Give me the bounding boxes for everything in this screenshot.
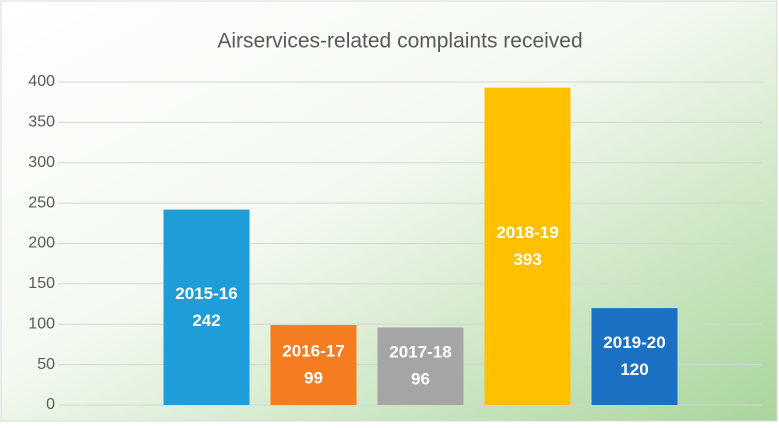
- bar: [163, 209, 250, 405]
- y-tick-label: 50: [37, 356, 55, 373]
- y-tick-label: 100: [28, 315, 55, 332]
- bar-value-label: 96: [411, 370, 430, 389]
- bar-category-label: 2017-18: [389, 343, 451, 362]
- y-tick-label: 250: [28, 194, 55, 211]
- bar-category-label: 2015-16: [175, 284, 237, 303]
- bar: [377, 327, 464, 405]
- y-tick-label: 200: [28, 235, 55, 252]
- y-tick-label: 150: [28, 275, 55, 292]
- bar-category-label: 2018-19: [496, 223, 558, 242]
- y-tick-label: 400: [28, 73, 55, 90]
- chart-title: Airservices-related complaints received: [217, 30, 582, 53]
- bar: [591, 308, 678, 405]
- bar-value-label: 393: [513, 250, 541, 269]
- y-tick-label: 0: [46, 396, 55, 413]
- bar: [484, 87, 571, 405]
- bar-value-label: 120: [620, 360, 648, 379]
- bar-category-label: 2019-20: [603, 333, 665, 352]
- bar-value-label: 99: [304, 369, 323, 388]
- y-tick-label: 300: [28, 154, 55, 171]
- bar-category-label: 2016-17: [282, 342, 344, 361]
- y-tick-label: 350: [28, 114, 55, 131]
- bar: [270, 325, 357, 405]
- bar-value-label: 242: [192, 311, 220, 330]
